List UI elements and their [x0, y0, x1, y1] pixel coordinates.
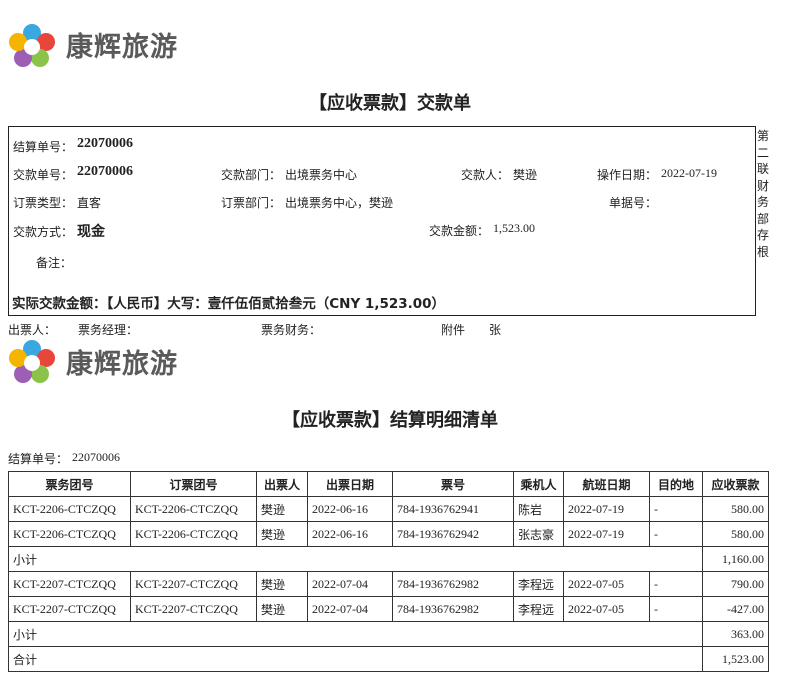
table-cell: 2022-07-04: [307, 571, 393, 597]
header-cell: 订票团号: [130, 471, 257, 497]
field-value: 1,523.00: [493, 221, 535, 235]
receipt-box: [8, 126, 756, 316]
logo-icon: [9, 24, 55, 67]
table-cell: 784-1936762941: [392, 496, 514, 522]
field-label: 交款金额：: [429, 224, 490, 238]
table-row: KCT-2206-CTCZQQ KCT-2206-CTCZQQ 樊逊 2022-06-…: [8, 521, 769, 547]
summary-amount: 363.00: [702, 621, 769, 647]
table-cell: 2022-07-19: [563, 521, 650, 547]
table-cell: 樊逊: [256, 521, 308, 547]
table-row: KCT-2206-CTCZQQ KCT-2206-CTCZQQ 樊逊 2022-06-…: [8, 496, 769, 522]
field-value: 直客: [77, 196, 102, 210]
table-cell: 790.00: [702, 571, 769, 597]
table-row: 合计 1,523.00: [8, 646, 769, 672]
field-value: 22070006: [77, 164, 133, 179]
header-cell: 出票日期: [307, 471, 393, 497]
field-value: 现金: [77, 225, 105, 240]
logo-icon: [9, 340, 55, 383]
field-label: 备注：: [36, 256, 73, 270]
table-cell: 李程远: [513, 571, 564, 597]
table-cell: -: [649, 596, 703, 622]
field-label: 交款人：: [461, 168, 510, 182]
signature: 张: [489, 323, 502, 337]
logo-text: 康辉旅游: [66, 32, 178, 63]
field-label: 结算单号：: [13, 140, 74, 154]
table-cell: 580.00: [702, 496, 769, 522]
signature: 票务经理：: [78, 323, 139, 337]
field-label: 订票类型：: [13, 196, 74, 210]
logo-text: 康辉旅游: [66, 349, 178, 380]
table-cell: KCT-2207-CTCZQQ: [8, 571, 131, 597]
summary-amount: 1,160.00: [702, 546, 769, 572]
receipt-title: 【应收票款】交款单: [309, 93, 471, 114]
table-row: 小计 363.00: [8, 621, 769, 647]
table-cell: -: [649, 496, 703, 522]
header-cell: 应收票款: [702, 471, 769, 497]
table-cell: -427.00: [702, 596, 769, 622]
table-cell: 张志豪: [513, 521, 564, 547]
header-cell: 出票人: [256, 471, 308, 497]
table-cell: KCT-2206-CTCZQQ: [8, 496, 131, 522]
summary-label: 合计: [8, 646, 703, 672]
field-value: 22070006: [72, 450, 120, 464]
summary-label: 小计: [8, 621, 703, 647]
signature: 出票人：: [8, 323, 57, 337]
table-cell: KCT-2207-CTCZQQ: [8, 596, 131, 622]
detail-title: 【应收票款】结算明细清单: [282, 410, 498, 431]
summary-amount: 1,523.00: [702, 646, 769, 672]
table-cell: 580.00: [702, 521, 769, 547]
header-row: 票务团号 订票团号 出票人 出票日期 票号 乘机人 航班日期 目的地 应收票款: [8, 471, 769, 497]
table-cell: -: [649, 571, 703, 597]
header-cell: 乘机人: [513, 471, 564, 497]
field-label: 交款部门：: [221, 168, 282, 182]
table-cell: 2022-07-19: [563, 496, 650, 522]
header-cell: 航班日期: [563, 471, 650, 497]
table-cell: 樊逊: [256, 571, 308, 597]
header-cell: 票号: [392, 471, 514, 497]
table-cell: 陈岩: [513, 496, 564, 522]
field-value: 22070006: [77, 136, 133, 151]
actual-amount: 实际交款金额：【人民币】大写：壹仟伍佰贰拾叁元（CNY 1,523.00）: [12, 296, 446, 312]
table-cell: 2022-07-05: [563, 571, 650, 597]
summary-label: 小计: [8, 546, 703, 572]
table-cell: KCT-2206-CTCZQQ: [8, 521, 131, 547]
table-cell: 2022-07-04: [307, 596, 393, 622]
table-cell: -: [649, 521, 703, 547]
side-note: 第二联财务部存根: [757, 129, 770, 259]
field-label: 订票部门：: [221, 196, 282, 210]
field-value: 2022-07-19: [661, 166, 717, 180]
header-cell: 票务团号: [8, 471, 131, 497]
table-row: KCT-2207-CTCZQQ KCT-2207-CTCZQQ 樊逊 2022-07-…: [8, 571, 769, 597]
table-cell: 樊逊: [256, 596, 308, 622]
field-label: 单据号：: [609, 196, 658, 210]
table-cell: 2022-06-16: [307, 496, 393, 522]
table-cell: 樊逊: [256, 496, 308, 522]
table-cell: 784-1936762982: [392, 571, 514, 597]
table-row: 小计 1,160.00: [8, 546, 769, 572]
field-value: 樊逊: [513, 168, 538, 182]
table-cell: KCT-2206-CTCZQQ: [130, 496, 257, 522]
table-cell: 784-1936762942: [392, 521, 514, 547]
field-label: 操作日期：: [597, 168, 658, 182]
signature: 票务财务：: [261, 323, 322, 337]
table-cell: 2022-06-16: [307, 521, 393, 547]
signature: 附件: [441, 323, 466, 337]
table-cell: 784-1936762982: [392, 596, 514, 622]
field-label: 交款方式：: [13, 225, 74, 239]
table-cell: 李程远: [513, 596, 564, 622]
field-label: 结算单号：: [8, 452, 69, 466]
field-value: 出境票务中心，樊逊: [285, 196, 394, 210]
header-cell: 目的地: [649, 471, 703, 497]
table-row: KCT-2207-CTCZQQ KCT-2207-CTCZQQ 樊逊 2022-07-…: [8, 596, 769, 622]
table-cell: 2022-07-05: [563, 596, 650, 622]
detail-table: 票务团号 订票团号 出票人 出票日期 票号 乘机人 航班日期 目的地 应收票款 KCT-2206-…: [8, 471, 769, 672]
field-value: 出境票务中心: [285, 168, 358, 182]
field-label: 交款单号：: [13, 168, 74, 182]
table-cell: KCT-2207-CTCZQQ: [130, 596, 257, 622]
table-cell: KCT-2207-CTCZQQ: [130, 571, 257, 597]
table-cell: KCT-2206-CTCZQQ: [130, 521, 257, 547]
